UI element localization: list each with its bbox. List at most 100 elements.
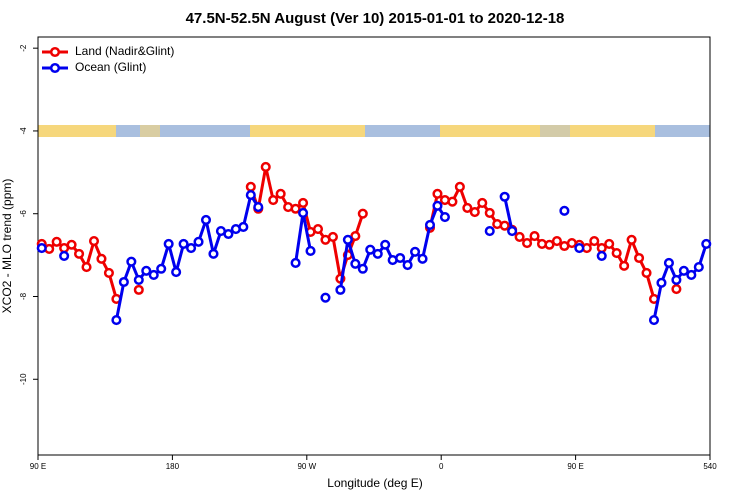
data-point <box>447 196 458 207</box>
data-point <box>410 246 421 257</box>
data-point <box>74 248 85 259</box>
data-point <box>59 250 70 261</box>
data-point <box>395 252 406 264</box>
data-point <box>641 267 652 278</box>
data-point <box>312 223 324 235</box>
x-tick-label: 540 <box>703 462 717 471</box>
land-ocean-strip <box>38 125 710 137</box>
legend-marker <box>49 62 61 74</box>
data-point <box>701 238 712 249</box>
data-point <box>305 245 316 257</box>
data-point <box>253 202 264 213</box>
data-point <box>671 274 682 285</box>
y-tick-label: -4 <box>19 127 28 135</box>
data-point <box>275 188 286 199</box>
data-point <box>499 191 510 202</box>
data-point <box>671 283 682 295</box>
land-band <box>140 125 160 137</box>
data-point <box>589 235 600 247</box>
data-point <box>477 197 488 209</box>
x-tick-label: 90 W <box>297 462 316 471</box>
x-tick-label: 90 E <box>30 462 46 471</box>
data-point <box>200 214 212 225</box>
data-point <box>298 207 309 218</box>
data-point <box>268 195 279 206</box>
y-tick-label: -8 <box>19 292 28 300</box>
data-point <box>290 203 301 214</box>
chart-title: 47.5N-52.5N August (Ver 10) 2015-01-01 t… <box>186 10 565 27</box>
data-point <box>686 269 697 281</box>
data-point <box>163 238 174 249</box>
data-point <box>327 231 338 242</box>
legend-label: Ocean (Glint) <box>75 60 146 74</box>
land-band <box>440 125 540 137</box>
data-point <box>439 211 450 223</box>
data-point <box>611 247 622 259</box>
data-point <box>469 207 480 218</box>
data-point <box>432 188 443 199</box>
data-point <box>245 181 256 192</box>
data-point <box>499 220 510 231</box>
data-point <box>81 262 92 273</box>
data-point <box>178 238 189 249</box>
data-point <box>238 221 249 233</box>
data-point <box>663 257 674 269</box>
data-point <box>223 228 234 240</box>
data-point <box>574 243 585 254</box>
data-point <box>648 315 660 326</box>
data-point <box>365 244 376 255</box>
data-point <box>171 267 182 278</box>
data-point <box>126 256 137 267</box>
x-tick-label: 0 <box>439 462 444 471</box>
data-point <box>529 231 540 242</box>
data-point <box>141 265 152 276</box>
data-point <box>596 250 607 261</box>
land-band <box>540 125 570 137</box>
data-point <box>88 235 100 247</box>
data-point <box>357 208 368 219</box>
data-point <box>484 207 495 218</box>
y-tick-label: -2 <box>19 44 28 52</box>
data-point <box>342 234 353 245</box>
data-point <box>350 231 361 242</box>
data-point <box>678 265 689 276</box>
data-point <box>559 205 570 216</box>
y-axis-label: XCO2 - MLO trend (ppm) <box>0 179 14 314</box>
data-point <box>156 263 167 274</box>
land-band <box>250 125 365 137</box>
data-point <box>432 200 443 211</box>
data-point <box>522 238 533 249</box>
land-band <box>38 125 116 137</box>
data-point <box>298 197 309 209</box>
x-axis-label: Longitude (deg E) <box>327 476 422 490</box>
data-point <box>103 267 114 278</box>
data-point <box>544 239 555 250</box>
y-tick-label: -6 <box>19 210 28 218</box>
data-point <box>604 238 615 249</box>
data-point <box>148 269 159 281</box>
data-point <box>619 260 630 271</box>
data-point <box>133 274 144 285</box>
land-band <box>570 125 655 137</box>
legend-label: Land (Nadir&Glint) <box>75 44 174 58</box>
data-point <box>454 181 465 192</box>
data-point <box>66 239 77 250</box>
data-point <box>118 276 129 288</box>
legend-marker <box>49 46 61 58</box>
data-point <box>462 202 473 213</box>
data-point <box>402 259 413 271</box>
data-point <box>507 226 518 237</box>
data-point <box>51 236 62 247</box>
data-point <box>417 253 428 264</box>
data-point <box>656 277 667 288</box>
data-point <box>290 257 301 269</box>
data-point <box>551 235 562 247</box>
data-point <box>133 284 144 295</box>
data-point <box>193 236 204 247</box>
data-point <box>36 243 47 254</box>
x-tick-label: 90 E <box>567 462 583 471</box>
data-point <box>245 190 256 201</box>
data-point <box>634 252 645 264</box>
